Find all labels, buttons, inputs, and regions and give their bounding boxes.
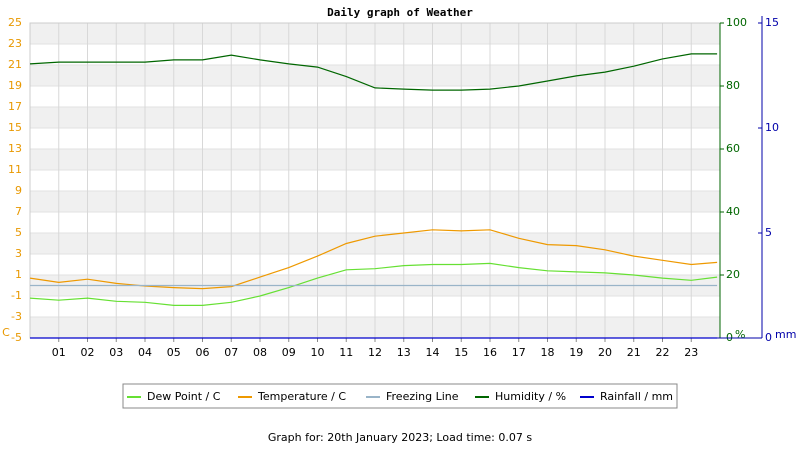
y-tick-label: 15 [8, 121, 22, 134]
y2-tick-label: 80 [726, 79, 740, 92]
y3-tick-label: 15 [765, 16, 779, 29]
y-tick-label: 11 [8, 163, 22, 176]
x-tick-label: 22 [656, 346, 670, 359]
x-tick-label: 21 [627, 346, 641, 359]
y2-tick-label: 60 [726, 142, 740, 155]
y2-tick-label: 20 [726, 268, 740, 281]
x-tick-label: 04 [138, 346, 152, 359]
y-tick-label: 5 [15, 226, 22, 239]
y3-tick-label: 5 [765, 226, 772, 239]
x-tick-label: 18 [541, 346, 555, 359]
x-tick-label: 05 [167, 346, 181, 359]
y-tick-label: 17 [8, 100, 22, 113]
y-tick-label: 25 [8, 16, 22, 29]
y-tick-label: -1 [11, 289, 22, 302]
legend-label: Humidity / % [495, 390, 566, 403]
legend-label: Temperature / C [257, 390, 346, 403]
y3-tick-label: 0 [765, 331, 772, 344]
y3-tick-label: 10 [765, 121, 779, 134]
x-tick-label: 11 [339, 346, 353, 359]
x-tick-label: 23 [684, 346, 698, 359]
x-tick-label: 20 [598, 346, 612, 359]
y2-axis-label: % [735, 328, 745, 341]
x-tick-label: 14 [426, 346, 440, 359]
series-line [29, 53, 718, 91]
y-tick-label: -3 [11, 310, 22, 323]
series-line [29, 262, 718, 306]
y-tick-label: 19 [8, 79, 22, 92]
y2-tick-label: 40 [726, 205, 740, 218]
y-tick-label: 23 [8, 37, 22, 50]
x-tick-label: 09 [282, 346, 296, 359]
y3-axis-label: mm [775, 328, 796, 341]
legend-label: Dew Point / C [147, 390, 221, 403]
y-tick-label: -5 [11, 331, 22, 344]
x-tick-label: 01 [52, 346, 66, 359]
x-tick-label: 06 [196, 346, 210, 359]
chart-title: Daily graph of Weather [327, 6, 473, 19]
x-tick-label: 17 [512, 346, 526, 359]
y-tick-label: 13 [8, 142, 22, 155]
y-tick-label: 21 [8, 58, 22, 71]
legend-label: Freezing Line [386, 390, 459, 403]
x-tick-label: 07 [224, 346, 238, 359]
x-tick-label: 19 [569, 346, 583, 359]
x-tick-label: 12 [368, 346, 382, 359]
x-tick-label: 16 [483, 346, 497, 359]
y-tick-label: 1 [15, 268, 22, 281]
footer: Graph for: 20th January 2023; Load time:… [268, 431, 532, 444]
y-tick-label: 7 [15, 205, 22, 218]
legend-label: Rainfall / mm [600, 390, 673, 403]
x-tick-label: 02 [81, 346, 95, 359]
y-tick-label: 3 [15, 247, 22, 260]
x-tick-label: 10 [311, 346, 325, 359]
x-tick-label: 03 [109, 346, 123, 359]
y2-tick-label: 100 [726, 16, 747, 29]
y-axis-label: C [2, 326, 10, 339]
x-tick-label: 15 [454, 346, 468, 359]
x-tick-label: 08 [253, 346, 267, 359]
y-tick-label: 9 [15, 184, 22, 197]
x-tick-label: 13 [397, 346, 411, 359]
